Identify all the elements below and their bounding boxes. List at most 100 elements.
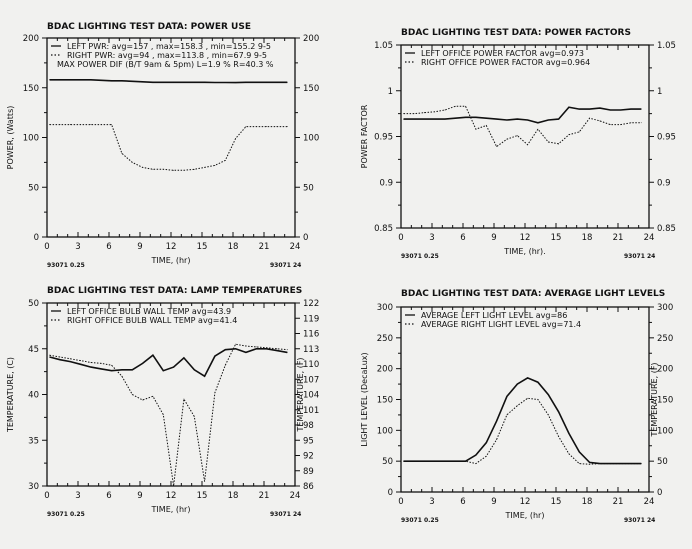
data-point xyxy=(485,125,487,126)
data-point xyxy=(286,126,288,127)
y-tick-label: 100 xyxy=(23,134,39,144)
data-point xyxy=(547,414,549,416)
data-point xyxy=(434,460,435,462)
y-tick-label: 0.9 xyxy=(379,178,393,188)
x-tick-label: 21 xyxy=(613,497,624,507)
data-point xyxy=(59,359,61,361)
data-point xyxy=(630,463,632,465)
data-point xyxy=(568,453,570,455)
y2-tick-label: 50 xyxy=(657,457,668,467)
data-point xyxy=(204,375,205,377)
y-tick-label: 0 xyxy=(388,488,393,498)
data-point xyxy=(80,79,81,81)
data-point xyxy=(266,126,267,127)
y2-tick-label: 116 xyxy=(303,330,319,340)
y2-tick-label: 122 xyxy=(303,299,319,309)
data-point xyxy=(183,81,185,83)
data-point xyxy=(69,358,71,360)
data-point xyxy=(224,364,226,366)
x-tick-label: 0 xyxy=(398,497,403,507)
chart-1: BDAC LIGHTING TEST DATA: POWER USE 0 3 6 9 12… xyxy=(6,22,319,269)
x-tick-label: 15 xyxy=(197,491,208,501)
data-point xyxy=(193,416,195,417)
data-point xyxy=(537,399,539,400)
data-point xyxy=(537,128,539,130)
data-point xyxy=(630,122,632,124)
data-point xyxy=(214,355,216,357)
data-point xyxy=(173,366,174,368)
x-axis-label: TIME, (hr) xyxy=(505,511,545,520)
y-axis-label: TEMPERATURE, (C) xyxy=(6,357,15,433)
footer-right: 93071 24 xyxy=(624,517,655,524)
series-line-left xyxy=(49,347,288,378)
y-tick-label: 150 xyxy=(377,396,393,406)
data-point xyxy=(162,168,164,170)
data-point xyxy=(558,143,559,145)
data-point xyxy=(516,383,518,385)
data-point xyxy=(506,119,508,121)
y-axis-label: LIGHT LEVEL (DecaLux) xyxy=(360,352,369,446)
footer-left: 93071 0.25 xyxy=(401,517,439,524)
x-tick-label: 6 xyxy=(460,233,465,243)
data-point xyxy=(620,124,621,126)
x-tick-label: 15 xyxy=(197,242,208,252)
series-line-right xyxy=(403,105,642,148)
y2-tick-label: 300 xyxy=(657,303,673,313)
data-point xyxy=(640,463,642,465)
data-point xyxy=(131,161,133,163)
data-point xyxy=(454,117,456,119)
data-point xyxy=(255,81,257,83)
data-point xyxy=(111,370,112,372)
data-point xyxy=(609,109,611,111)
x-tick-label: 24 xyxy=(290,242,301,252)
data-point xyxy=(131,369,133,371)
x-tick-label: 9 xyxy=(137,491,142,501)
data-point xyxy=(589,108,590,110)
legend-entry: MAX POWER DIF (B/T 9am & 5pm) L=1.9 % R=… xyxy=(57,60,274,69)
x-tick-label: 0 xyxy=(44,491,49,501)
data-point xyxy=(568,106,570,108)
x-tick-label: 0 xyxy=(398,233,403,243)
data-point xyxy=(599,463,601,465)
x-axis-label: TIME, (hr) xyxy=(151,256,191,265)
data-point xyxy=(235,348,236,350)
legend-entry: LEFT PWR: avg=157 , max=158.3 , min=155.… xyxy=(67,42,271,51)
y2-tick-label: 95 xyxy=(303,436,314,446)
data-point xyxy=(578,451,580,453)
data-point xyxy=(527,144,528,146)
data-point xyxy=(255,126,257,127)
data-point xyxy=(173,485,174,487)
data-point xyxy=(152,168,154,170)
data-point xyxy=(90,79,92,81)
x-tick-label: 6 xyxy=(460,497,465,507)
x-axis-label: TIME, (hr). xyxy=(503,247,545,256)
data-point xyxy=(266,81,267,83)
data-point xyxy=(49,354,50,356)
y-tick-label: 40 xyxy=(28,391,39,401)
y2-tick-label: 89 xyxy=(303,467,314,477)
data-point xyxy=(245,81,247,83)
data-point xyxy=(80,360,81,362)
data-point xyxy=(485,442,487,444)
y2-tick-label: 119 xyxy=(303,314,319,324)
data-point xyxy=(516,405,518,407)
data-point xyxy=(80,124,81,125)
chart-4: BDAC LIGHTING TEST DATA: AVERAGE LIGHT L… xyxy=(360,289,673,524)
data-point xyxy=(434,111,435,113)
x-tick-label: 12 xyxy=(520,497,531,507)
y2-tick-label: 200 xyxy=(657,365,673,375)
data-point xyxy=(547,119,549,121)
data-point xyxy=(204,481,205,482)
y2-tick-label: 50 xyxy=(303,183,314,193)
data-point xyxy=(255,346,257,348)
x-tick-label: 18 xyxy=(228,491,239,501)
x-tick-label: 21 xyxy=(613,233,624,243)
data-point xyxy=(183,357,185,359)
data-point xyxy=(131,394,133,395)
data-point xyxy=(558,118,559,120)
y2-tick-label: 92 xyxy=(303,452,314,462)
footer-left: 93071 0.25 xyxy=(47,511,85,518)
y-tick-label: 300 xyxy=(377,303,393,313)
data-point xyxy=(620,109,621,111)
